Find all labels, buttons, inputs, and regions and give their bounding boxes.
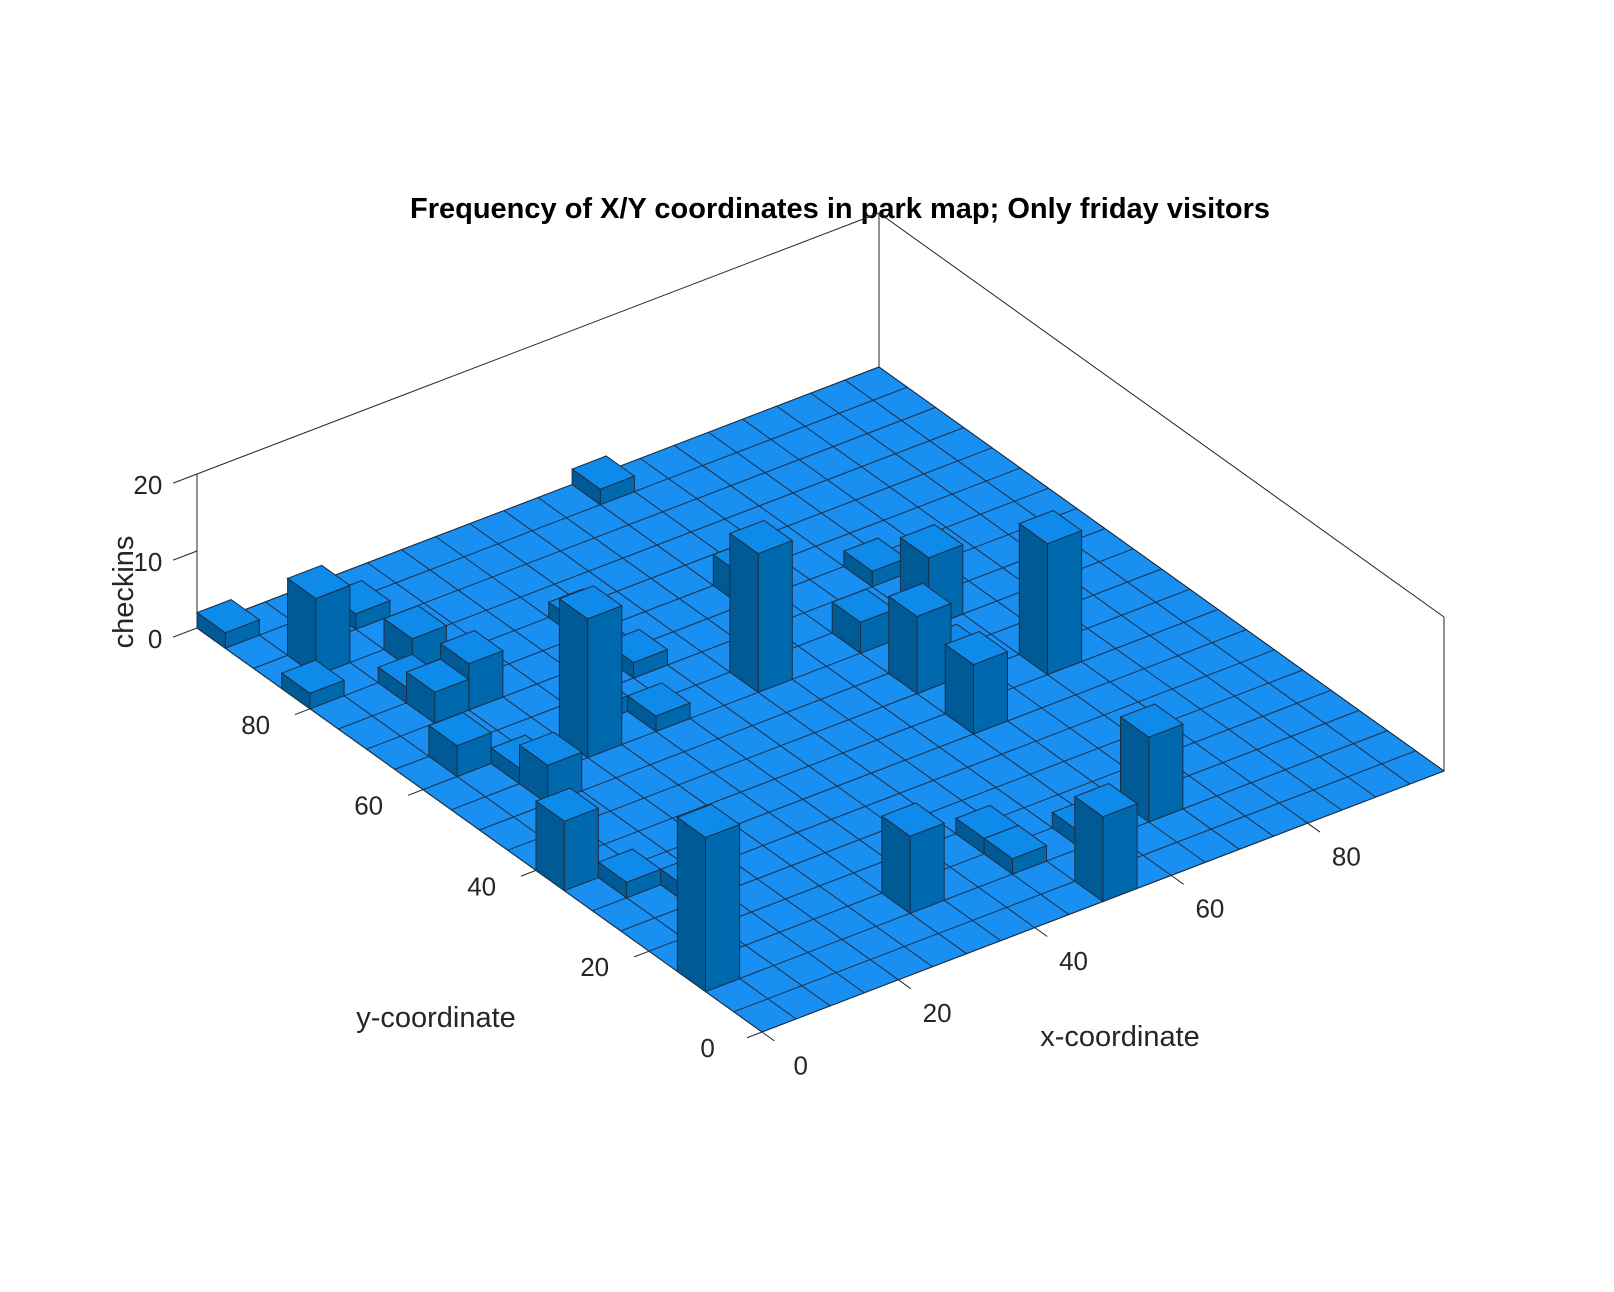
bar-face-side — [519, 744, 549, 805]
bar-face-side — [881, 815, 911, 915]
bar — [842, 537, 908, 588]
bar — [571, 455, 636, 506]
x-tick-mark — [761, 1031, 775, 1042]
bar — [728, 519, 794, 694]
bar-face-side — [729, 532, 759, 694]
y-tick-label: 20 — [580, 952, 609, 982]
bar — [286, 564, 351, 677]
floor-grid — [195, 366, 1446, 1033]
y-tick-label: 40 — [467, 871, 496, 901]
x-tick-label: 40 — [1059, 946, 1088, 976]
x-tick-mark — [1034, 927, 1048, 937]
z-tick-mark — [172, 550, 198, 561]
bar — [1119, 703, 1184, 823]
bar-face-side — [831, 601, 861, 655]
x-tick-label: 80 — [1332, 841, 1361, 871]
bar-face-front — [705, 823, 741, 993]
bar-face-side — [676, 816, 706, 993]
bar — [983, 824, 1048, 876]
bar-face-side — [1074, 795, 1104, 903]
bar — [405, 658, 470, 725]
bar-face-side — [627, 694, 657, 733]
grid-line-y — [535, 608, 1219, 871]
bar — [427, 711, 493, 778]
bar — [944, 630, 1009, 735]
z-tick-mark — [172, 473, 198, 484]
bar-face-front — [563, 807, 599, 892]
y-tick-label: 60 — [354, 791, 383, 821]
x-tick-label: 0 — [793, 1050, 807, 1080]
bar-face-side — [597, 861, 628, 899]
z-tick-mark — [172, 627, 198, 638]
bar — [1018, 509, 1083, 676]
bar — [280, 659, 346, 710]
bar-face-side — [843, 550, 873, 588]
x-tick-mark — [898, 979, 912, 990]
bar — [195, 599, 261, 650]
bar-face-front — [315, 584, 351, 677]
bar — [1073, 782, 1139, 903]
bar-face-front — [909, 822, 945, 915]
bar-face-side — [281, 672, 311, 710]
bar-face-front — [1148, 723, 1184, 823]
x-tick-label: 60 — [1195, 894, 1224, 924]
x-axis-label: x-coordinate — [1040, 1021, 1200, 1053]
bar-face-side — [1018, 522, 1048, 676]
box-edge — [196, 212, 880, 475]
bar-face-side — [558, 597, 589, 759]
bar — [880, 802, 946, 915]
bar-face-front — [587, 605, 623, 759]
bar-face-side — [428, 724, 458, 778]
bars-group — [195, 455, 1184, 993]
bar — [887, 582, 953, 695]
bar-face-front — [757, 539, 793, 694]
y-tick-mark — [407, 789, 424, 796]
bar — [534, 787, 600, 892]
y-tick-label: 80 — [241, 710, 270, 740]
bar-face-side — [571, 468, 601, 506]
y-tick-label: 0 — [700, 1033, 714, 1063]
y-tick-mark — [746, 1031, 763, 1039]
bar-face-side — [287, 577, 317, 677]
bar-face-side — [196, 611, 226, 650]
x-tick-mark — [1307, 822, 1321, 833]
axis-ticks: 0 20 40 60 80 0 20 40 60 80 0 10 20 — [133, 470, 1360, 1080]
y-tick-mark — [633, 950, 650, 958]
bar-face-side — [888, 595, 918, 695]
bar-face-side — [406, 671, 436, 725]
y-tick-mark — [520, 869, 537, 877]
z-axis-label: checkins — [108, 536, 140, 649]
bar-face-front — [973, 650, 1008, 735]
bar — [676, 803, 741, 993]
x-tick-label: 20 — [923, 998, 952, 1028]
y-axis-label: y-coordinate — [356, 1002, 516, 1034]
z-tick-label: 20 — [133, 470, 162, 500]
chart-title: Frequency of X/Y coordinates in park map… — [410, 193, 1270, 225]
z-tick-label: 10 — [133, 547, 162, 577]
bar — [831, 588, 896, 655]
bar-face-front — [1102, 803, 1138, 903]
x-tick-mark — [1170, 874, 1184, 885]
axes-back-box — [196, 212, 1445, 771]
bar — [597, 848, 662, 899]
bar-face-side — [535, 800, 565, 892]
bar-face-side — [944, 643, 974, 735]
y-tick-mark — [294, 708, 311, 716]
bar — [626, 682, 692, 733]
bar-face-side — [983, 837, 1013, 876]
bar-face-front — [1047, 529, 1083, 676]
bar — [558, 585, 623, 759]
z-tick-label: 0 — [148, 624, 162, 654]
box-edge — [878, 212, 1445, 618]
